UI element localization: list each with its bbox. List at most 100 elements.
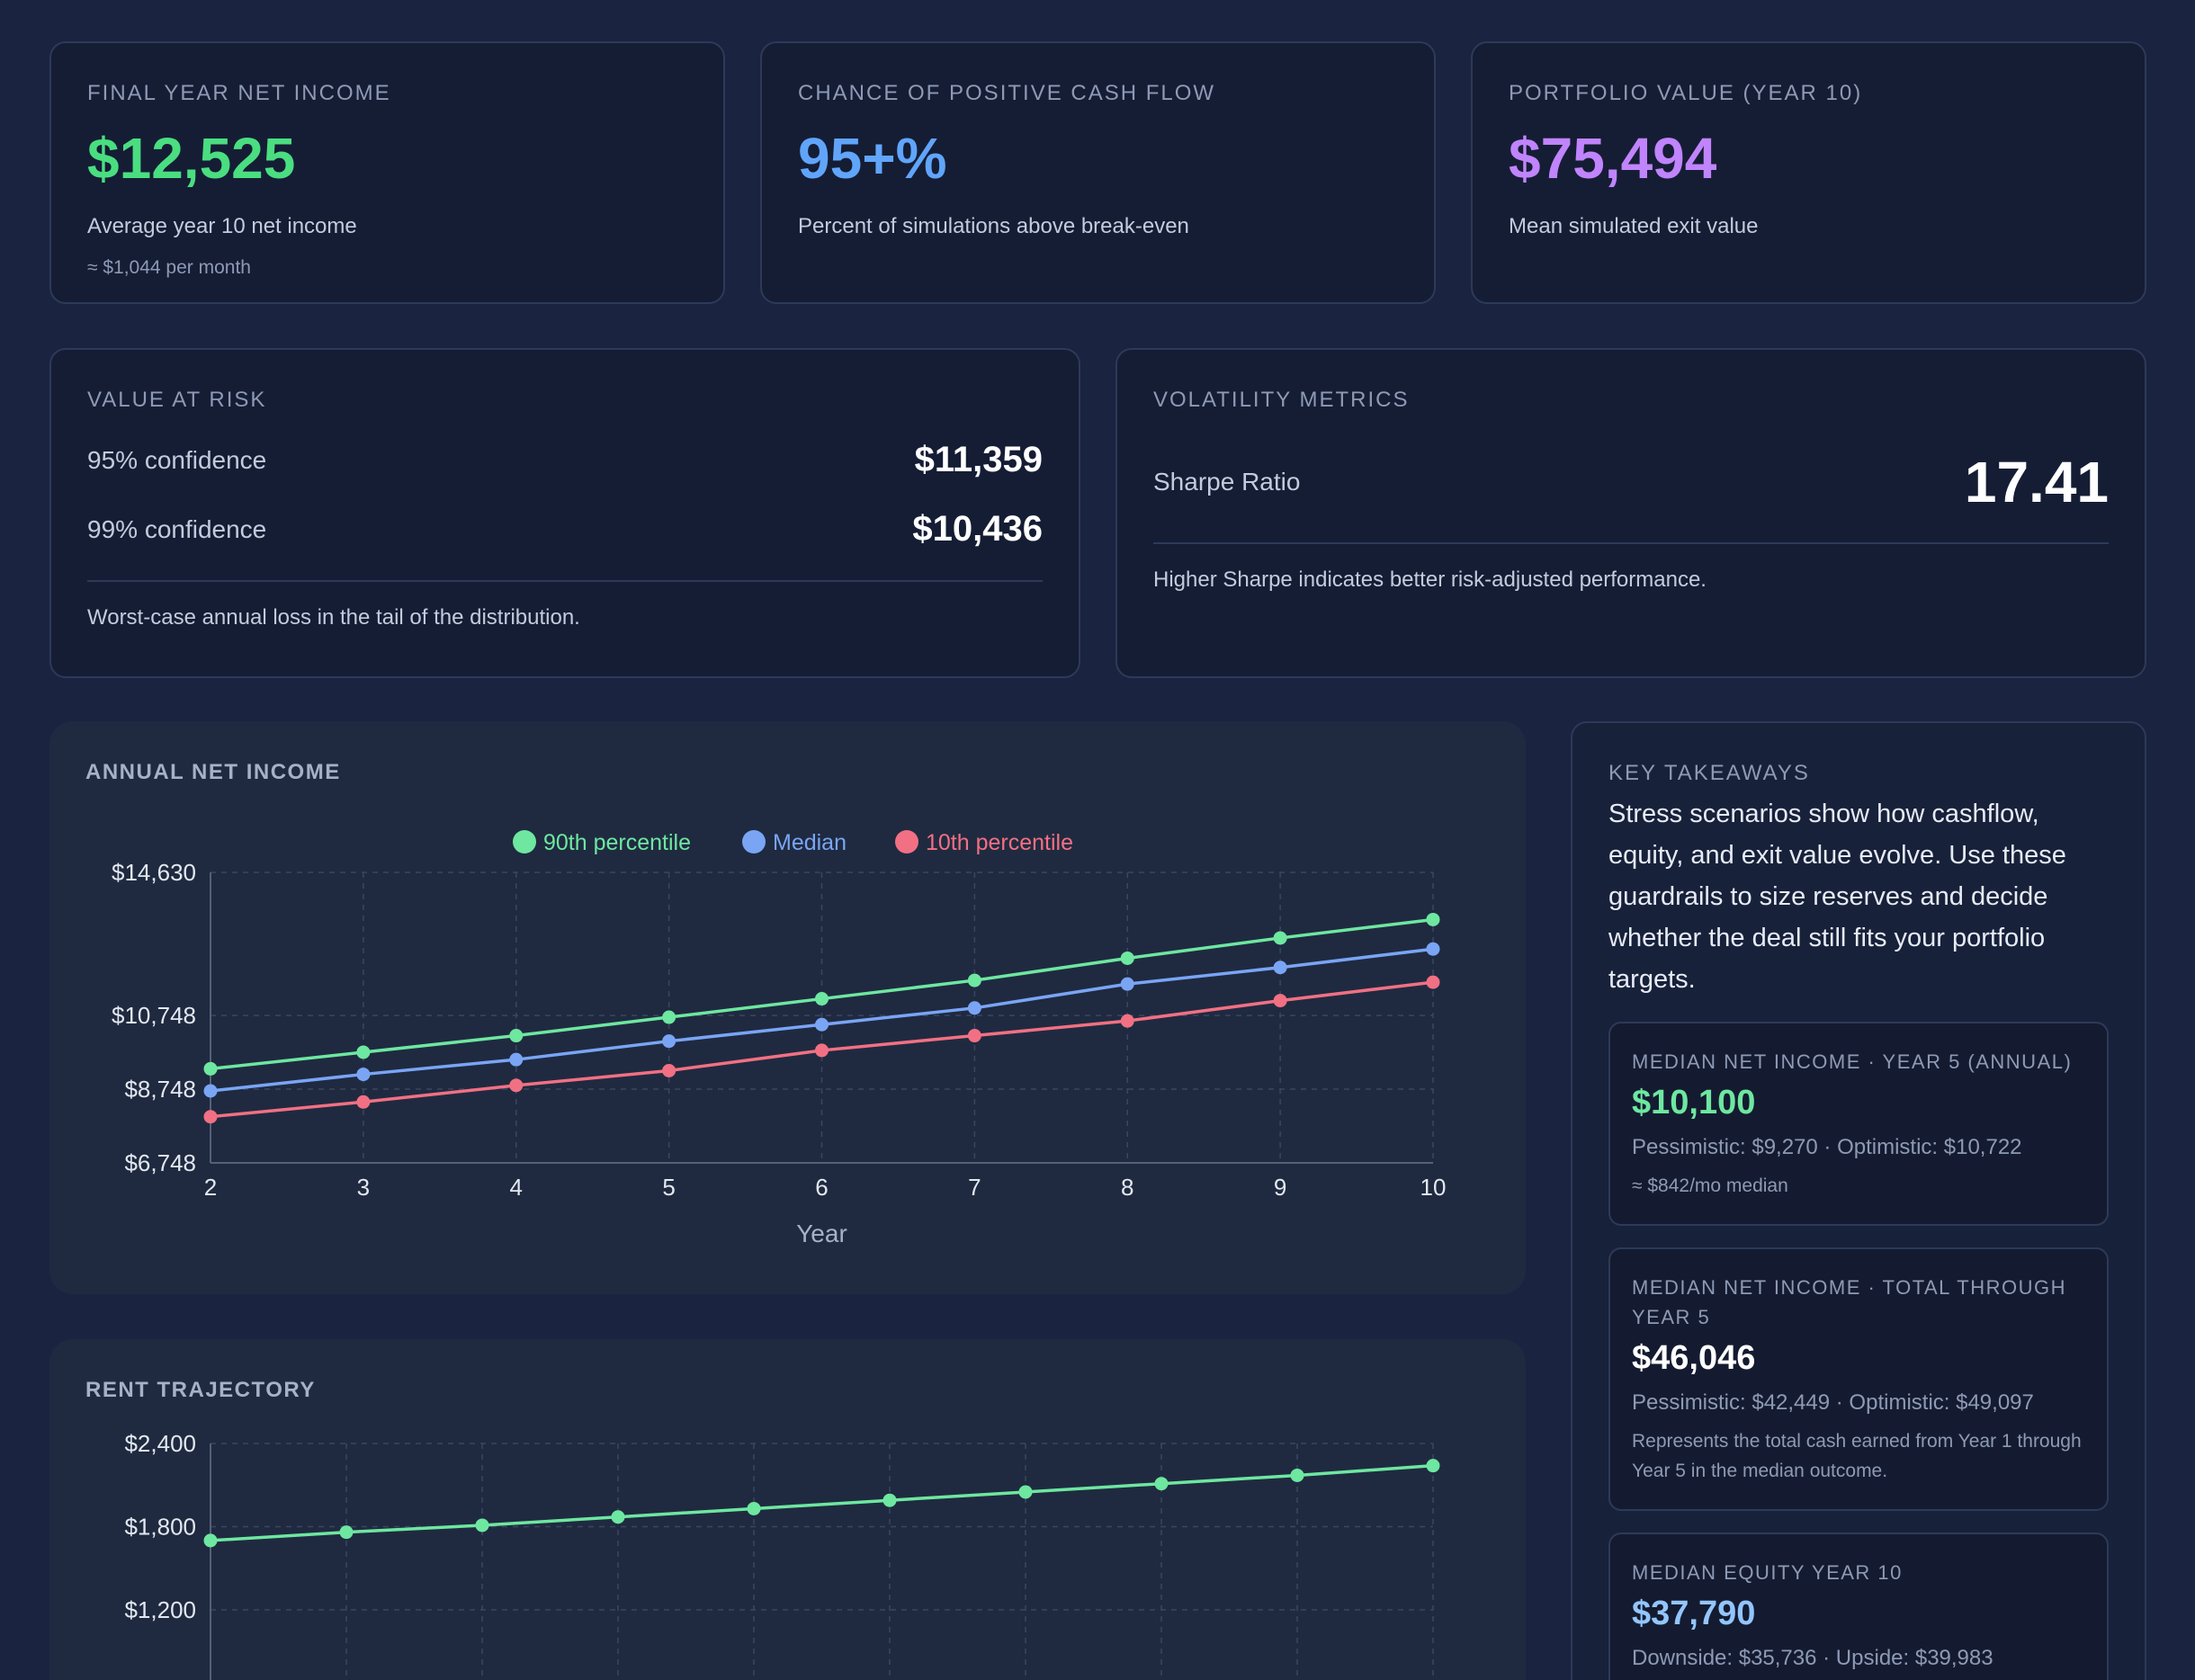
var-row-95: 95% confidence $11,359: [87, 440, 1043, 480]
divider: [87, 580, 1043, 582]
var-99-label: 99% confidence: [87, 514, 267, 543]
positive-cash-flow-value: 95+%: [798, 126, 947, 191]
card-label: FINAL YEAR NET INCOME: [87, 81, 391, 105]
annual-net-income-panel: ANNUAL NET INCOME $14,630 $10,748 $8,748 $6…: [49, 721, 1526, 1294]
x-tick-label: 5: [662, 1174, 675, 1201]
data-point: [1426, 1459, 1440, 1473]
data-point: [1273, 994, 1287, 1008]
data-point: [1426, 942, 1440, 956]
y-tick-label: $1,200: [124, 1596, 196, 1623]
legend-marker: [513, 830, 536, 853]
data-point: [1273, 961, 1287, 975]
mini-note: Represents the total cash earned from Ye…: [1632, 1431, 2082, 1481]
data-point: [747, 1501, 761, 1515]
card-label: VOLATILITY METRICS: [1153, 388, 1410, 412]
mini-range: Pessimistic: $9,270 · Optimistic: $10,72…: [1632, 1135, 2022, 1159]
var-row-99: 99% confidence $10,436: [87, 509, 1043, 550]
y-tick-label: $10,748: [112, 1002, 196, 1029]
data-point: [1120, 977, 1134, 991]
median-net-income-total-card: MEDIAN NET INCOME · TOTAL THROUGH YEAR 5…: [1608, 1247, 2109, 1511]
divider: [1153, 542, 2109, 544]
x-tick-label: 4: [510, 1174, 523, 1201]
data-point: [815, 1017, 829, 1032]
card-subtitle: Mean simulated exit value: [1509, 214, 1759, 238]
x-tick-label: 2: [204, 1174, 217, 1201]
card-label: KEY TAKEAWAYS: [1608, 761, 1810, 785]
x-tick-label: 3: [357, 1174, 370, 1201]
data-point: [203, 1533, 218, 1548]
data-point: [356, 1045, 371, 1059]
mini-range: Downside: $35,736 · Upside: $39,983: [1632, 1646, 1993, 1670]
data-point: [882, 1493, 897, 1507]
x-tick-label: 8: [1121, 1174, 1133, 1201]
median-net-income-year5-card: MEDIAN NET INCOME · YEAR 5 (ANNUAL) $10,…: [1608, 1022, 2109, 1226]
mini-value: $37,790: [1632, 1595, 1756, 1632]
x-tick-label: 7: [968, 1174, 981, 1201]
data-point: [662, 1063, 676, 1077]
card-subtitle: Percent of simulations above break-even: [798, 214, 1189, 238]
y-tick-label: $14,630: [112, 859, 196, 886]
data-point: [356, 1095, 371, 1109]
card-subtitle: Average year 10 net income: [87, 214, 357, 238]
y-tick-label: $2,400: [124, 1430, 196, 1457]
card-label: PORTFOLIO VALUE (YEAR 10): [1509, 81, 1863, 105]
var-footer: Worst-case annual loss in the tail of th…: [87, 605, 580, 630]
y-tick-label: $6,748: [124, 1149, 196, 1176]
data-point: [662, 1034, 676, 1049]
data-point: [1154, 1477, 1169, 1491]
legend-label: Median: [773, 830, 847, 855]
chart-title: ANNUAL NET INCOME: [85, 760, 341, 784]
mini-label: MEDIAN EQUITY YEAR 10: [1632, 1561, 1903, 1584]
sharpe-value: 17.41: [1964, 450, 2109, 514]
card-label: VALUE AT RISK: [87, 388, 267, 412]
var-95-label: 95% confidence: [87, 445, 267, 474]
takeaways-text: Stress scenarios show how cashflow, equi…: [1608, 800, 2066, 994]
mini-label: MEDIAN NET INCOME · TOTAL THROUGH YEAR 5: [1632, 1276, 2067, 1328]
legend-marker: [742, 830, 766, 853]
data-point: [967, 1001, 981, 1015]
data-point: [1120, 1014, 1134, 1028]
data-point: [509, 1052, 524, 1067]
data-point: [1273, 931, 1287, 945]
key-takeaways-card: KEY TAKEAWAYS Stress scenarios show how …: [1571, 721, 2146, 1680]
data-point: [509, 1078, 524, 1093]
positive-cash-flow-card: CHANCE OF POSITIVE CASH FLOW 95+% Percen…: [760, 41, 1436, 304]
volatility-footer: Higher Sharpe indicates better risk-adju…: [1153, 567, 1707, 592]
legend-label: 10th percentile: [926, 830, 1073, 855]
sharpe-label: Sharpe Ratio: [1153, 468, 1301, 496]
legend-label: 90th percentile: [543, 830, 691, 855]
data-point: [1426, 975, 1440, 989]
final-net-income-card: FINAL YEAR NET INCOME $12,525 Average ye…: [49, 41, 725, 304]
data-point: [203, 1061, 218, 1076]
portfolio-value-card: PORTFOLIO VALUE (YEAR 10) $75,494 Mean s…: [1471, 41, 2146, 304]
data-point: [356, 1068, 371, 1082]
data-point: [509, 1029, 524, 1043]
data-point: [1426, 912, 1440, 926]
monthly-note: ≈ $1,044 per month: [87, 257, 251, 278]
rent-trajectory-chart: $2,400$1,800$1,200$600: [124, 1430, 1440, 1680]
sharpe-row: Sharpe Ratio 17.41: [1153, 449, 2109, 515]
data-point: [203, 1110, 218, 1124]
mini-label: MEDIAN NET INCOME · YEAR 5 (ANNUAL): [1632, 1050, 2073, 1073]
x-axis-label: Year: [796, 1220, 847, 1247]
y-tick-label: $8,748: [124, 1076, 196, 1103]
data-point: [815, 992, 829, 1006]
series-line: [210, 1463, 1434, 1542]
card-label: CHANCE OF POSITIVE CASH FLOW: [798, 81, 1216, 105]
mini-range: Pessimistic: $42,449 · Optimistic: $49,0…: [1632, 1390, 2034, 1415]
var-99-value: $10,436: [912, 509, 1043, 549]
data-point: [662, 1010, 676, 1024]
volatility-card: VOLATILITY METRICS Sharpe Ratio 17.41 Hi…: [1115, 348, 2146, 678]
mini-value: $46,046: [1632, 1339, 1756, 1377]
mini-value: $10,100: [1632, 1084, 1756, 1121]
legend-marker: [895, 830, 918, 853]
median-equity-card: MEDIAN EQUITY YEAR 10 $37,790 Downside: …: [1608, 1533, 2109, 1680]
y-tick-label: $1,800: [124, 1514, 196, 1541]
data-point: [1018, 1485, 1033, 1499]
data-point: [611, 1510, 625, 1524]
x-tick-label: 6: [815, 1174, 828, 1201]
mini-note: ≈ $842/mo median: [1632, 1175, 1788, 1196]
data-point: [339, 1525, 354, 1540]
data-point: [815, 1043, 829, 1058]
data-point: [1290, 1468, 1304, 1482]
